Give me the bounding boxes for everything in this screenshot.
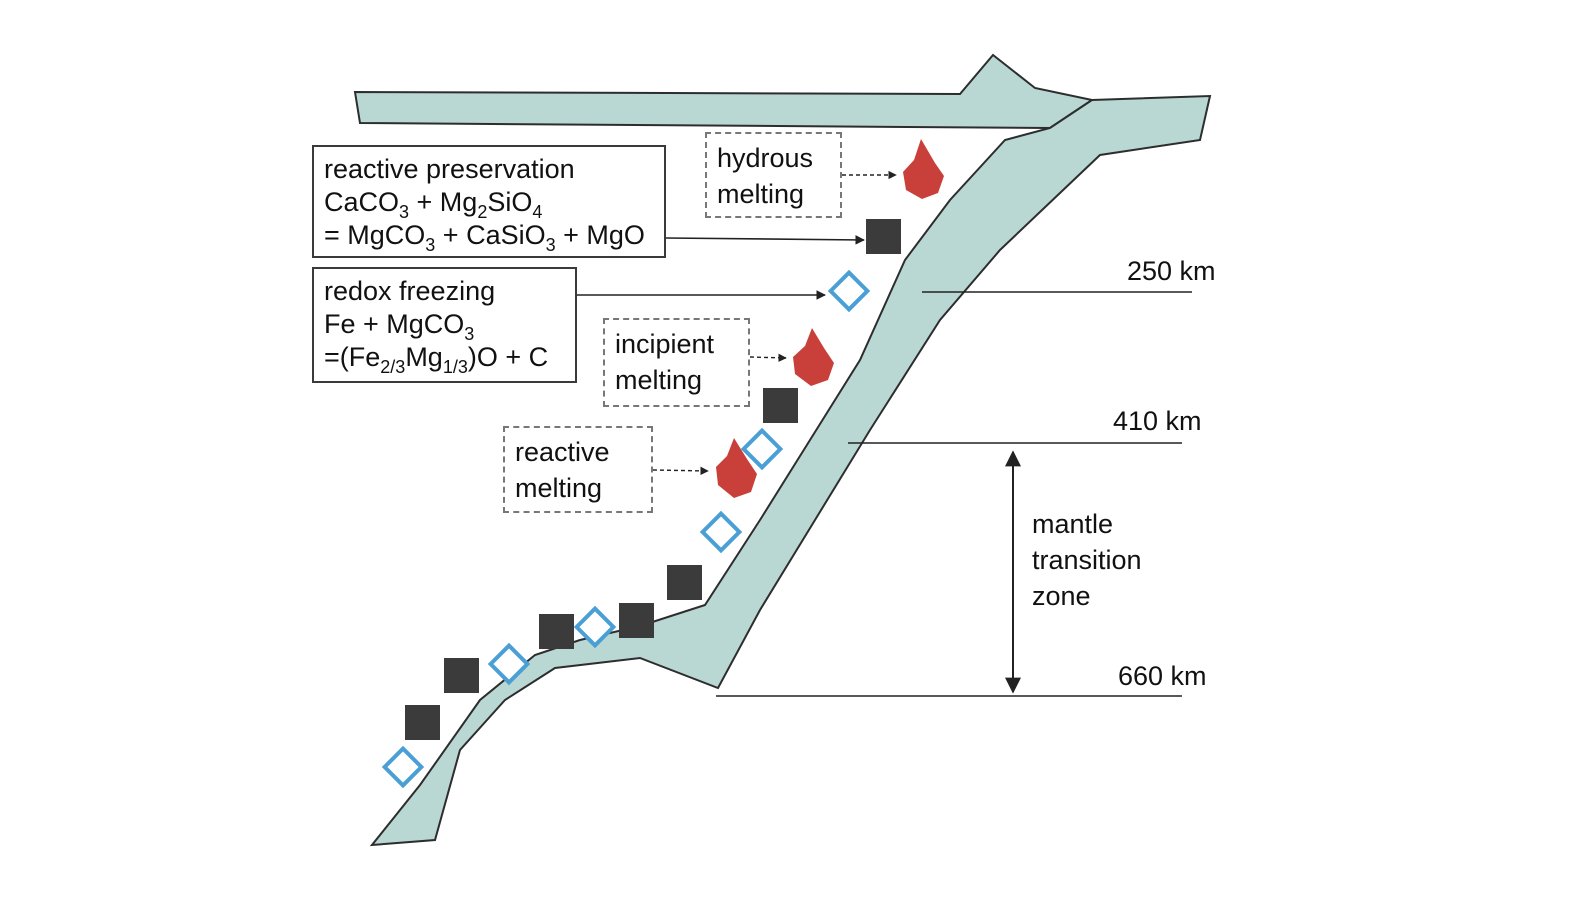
carbonate-square-icon [444,658,479,693]
hydrous-melting-box: hydrous melting [705,132,842,218]
reactive-preservation-title: reactive preservation [324,154,575,184]
depth-label-410: 410 km [1113,406,1202,436]
reactive-preservation-equation-2: = MgCO3 + CaSiO3 + MgO [324,220,645,255]
subducting-slab [369,94,1212,847]
redox-freezing-box: redox freezing Fe + MgCO3 =(Fe2/3Mg1/3)O… [312,267,577,383]
incipient-melting-line-2: melting [615,365,703,395]
carbonate-square-icon [405,705,440,740]
hydrous-melting-line-1: hydrous [717,143,814,173]
diamond-icon [381,745,425,789]
transition-zone-line-2: transition [1032,545,1142,575]
diamond-icon [699,510,743,554]
reactive-preservation-equation-1: CaCO3 + Mg2SiO4 [324,187,543,222]
transition-zone-label: mantle transition zone [1032,506,1142,614]
incipient-melting-arrow [749,353,787,362]
melt-drop-icon [793,328,834,386]
redox-freezing-equation-2: =(Fe2/3Mg1/3)O + C [324,342,549,377]
reactive-preservation-box: reactive preservation CaCO3 + Mg2SiO4 = … [312,145,666,258]
reactive-melting-line-1: reactive [515,437,610,467]
reactive-melting-arrow [652,466,709,476]
reactive-preservation-arrow [665,235,865,245]
carbonate-square-icon [667,565,702,600]
carbonate-square-icon [763,388,798,423]
diamond-icon [487,642,531,686]
reactive-melting-box: reactive melting [503,426,653,513]
incipient-melting-line-1: incipient [615,329,715,359]
melt-drop-icon [903,139,944,199]
transition-zone-line-3: zone [1032,581,1091,611]
transition-zone-line-1: mantle [1032,509,1114,539]
diamond-icon [740,427,784,471]
overriding-plate [353,53,1095,130]
incipient-melting-box: incipient melting [603,318,750,407]
carbonate-square-icon [619,603,654,638]
depth-label-250: 250 km [1127,256,1216,286]
redox-freezing-equation-1: Fe + MgCO3 [324,309,475,344]
diamond-icon [827,269,871,313]
diamond-icon [573,605,617,649]
redox-freezing-title: redox freezing [324,276,496,306]
carbonate-square-icon [539,614,574,649]
reactive-melting-line-2: melting [515,473,603,503]
carbonate-square-icon [866,219,901,254]
hydrous-melting-line-2: melting [717,179,805,209]
depth-label-660: 660 km [1118,661,1207,691]
melt-drop-icon [716,438,757,498]
